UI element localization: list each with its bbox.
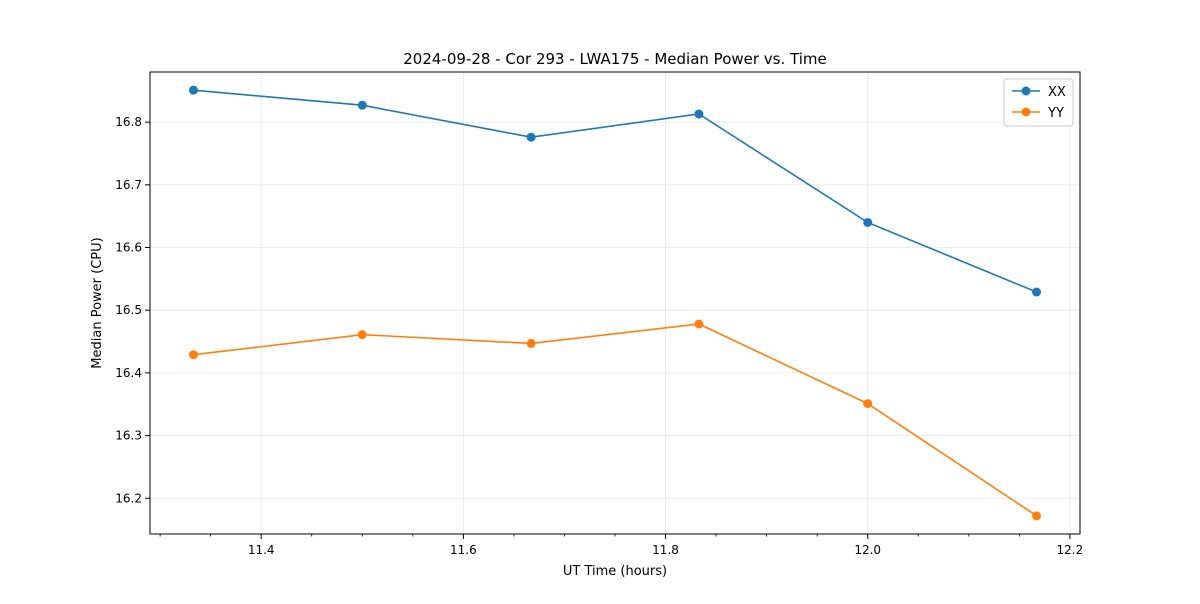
y-tick-label: 16.7 (115, 178, 142, 192)
grid-lines (150, 72, 1080, 534)
legend-marker-xx (1021, 86, 1031, 96)
data-point-xx (694, 109, 704, 119)
data-point-xx (526, 132, 536, 142)
x-tick-label: 12.2 (1057, 543, 1084, 557)
y-axis-label: Median Power (CPU) (90, 237, 105, 368)
series-line-yy (193, 323, 1037, 517)
y-axis: 16.2 16.3 16.4 16.5 16.6 16.7 16.8 (115, 115, 150, 505)
x-tick-label: 11.4 (248, 543, 275, 557)
y-tick-label: 16.5 (115, 303, 142, 317)
data-point-yy (188, 350, 198, 360)
data-point-xx (188, 85, 198, 95)
x-axis-label: UT Time (hours) (563, 564, 667, 579)
y-tick-label: 16.2 (115, 491, 142, 505)
series-line-xx (193, 89, 1037, 293)
data-point-yy (863, 399, 873, 409)
data-point-yy (1032, 511, 1042, 521)
y-tick-label: 16.8 (115, 115, 142, 129)
x-tick-label: 11.8 (652, 543, 679, 557)
chart-title: 2024-09-28 - Cor 293 - LWA175 - Median P… (403, 50, 827, 68)
legend: XX YY (1003, 78, 1074, 127)
y-tick-label: 16.6 (115, 241, 142, 255)
data-point-yy (526, 338, 536, 348)
data-point-yy (694, 319, 704, 329)
data-point-xx (357, 100, 367, 110)
x-axis: 11.4 11.6 11.8 12.0 12.2 (159, 534, 1084, 557)
y-tick-label: 16.3 (115, 429, 142, 443)
x-tick-label: 12.0 (854, 543, 881, 557)
series-layer (188, 85, 1042, 521)
y-tick-label: 16.4 (115, 366, 142, 380)
data-point-xx (863, 217, 873, 227)
x-tick-label: 11.6 (450, 543, 477, 557)
legend-label-yy: YY (1047, 106, 1064, 121)
legend-marker-yy (1021, 107, 1031, 117)
legend-label-xx: XX (1048, 85, 1066, 100)
data-point-xx (1032, 287, 1042, 297)
data-point-yy (357, 330, 367, 340)
